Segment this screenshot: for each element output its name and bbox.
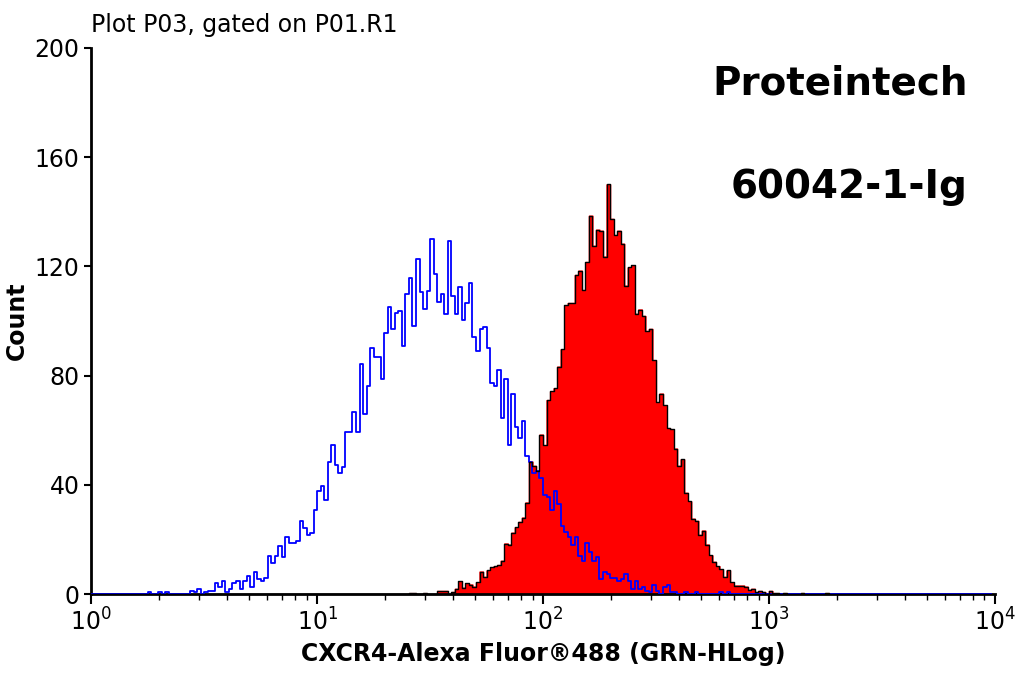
Text: Proteintech: Proteintech (713, 64, 967, 102)
Text: Plot P03, gated on P01.R1: Plot P03, gated on P01.R1 (91, 13, 398, 37)
Text: 60042-1-Ig: 60042-1-Ig (731, 168, 967, 206)
Y-axis label: Count: Count (5, 282, 29, 360)
X-axis label: CXCR4-Alexa Fluor®488 (GRN-HLog): CXCR4-Alexa Fluor®488 (GRN-HLog) (300, 641, 786, 665)
